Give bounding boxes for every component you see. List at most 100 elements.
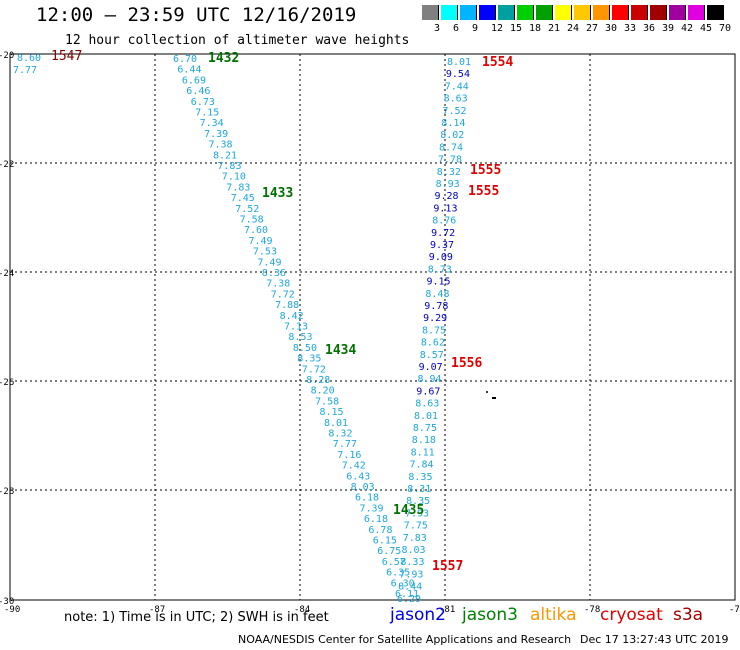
swh-value: 8.50: [293, 343, 317, 354]
swh-value: 8.42: [280, 311, 304, 322]
legend-label: 24: [567, 23, 580, 34]
swh-value: 8.63: [444, 94, 468, 105]
swh-value: 7.49: [257, 257, 281, 268]
swh-value: 7.75: [404, 521, 428, 532]
axis-tick-labels: -90 -87 -84 -81 -78 -75 -20 -22 -24 -26 -28 -30: [0, 51, 740, 615]
swh-value: 6.46: [186, 86, 210, 97]
swh-value: 7.77: [333, 439, 357, 450]
legend-label: 12: [491, 23, 504, 34]
legend-swatch: [593, 5, 610, 20]
legend-altika: altika: [530, 605, 577, 625]
swh-value: 9.28: [435, 191, 459, 202]
swh-value: 7.45: [231, 193, 255, 204]
swh-value: 8.44: [398, 582, 422, 593]
swh-value: 7.52: [443, 106, 467, 117]
swh-value: 8.35: [406, 496, 430, 507]
swh-value: 7.60: [244, 225, 268, 236]
time-label-1557: 1557: [432, 559, 463, 574]
swh-value: 8.15: [320, 407, 344, 418]
legend-swatch: [688, 5, 705, 20]
lon-tick-label: -75: [729, 605, 740, 615]
swh-value: 7.93: [405, 508, 429, 519]
swh-value: 8.03: [402, 545, 426, 556]
legend-label: (ft): [738, 23, 740, 34]
time-label-1554: 1554: [482, 55, 513, 70]
swh-value: 6.35: [386, 568, 410, 579]
swh-value: 8.48: [425, 289, 449, 300]
footer-note: note: 1) Time is in UTC; 2) SWH is in fe…: [64, 610, 329, 625]
map-subtitle: 12 hour collection of altimeter wave hei…: [65, 33, 410, 48]
lat-tick-label: -28: [0, 487, 14, 497]
legend-label: 9: [472, 23, 479, 34]
swh-value: 9.67: [416, 386, 440, 397]
swh-value: 8.32: [437, 167, 461, 178]
legend-swatch: [479, 5, 496, 20]
swh-value: 6.75: [377, 546, 401, 557]
legend-jason3: jason3: [462, 605, 518, 625]
lon-tick-label: -81: [439, 605, 455, 615]
swh-value: 7.52: [235, 204, 259, 215]
legend-label: 33: [624, 23, 637, 34]
swh-value: 9.09: [429, 252, 453, 263]
swh-value: 7.39: [204, 129, 228, 140]
swh-value: 7.38: [209, 140, 233, 151]
lat-tick-label: -24: [0, 269, 14, 279]
legend-swatch: [669, 5, 686, 20]
swh-value: 8.21: [213, 150, 237, 161]
swh-value: 8.74: [439, 142, 463, 153]
swh-value: 8.01: [414, 411, 438, 422]
swh-value: 7.49: [249, 236, 273, 247]
swh-value: 8.02: [440, 130, 464, 141]
legend-swatch: [707, 5, 724, 20]
time-label-1435: 1435: [393, 503, 424, 518]
legend-jason2: jason2: [390, 605, 446, 625]
swh-value: 9.07: [419, 362, 443, 373]
lon-tick-label: -84: [294, 605, 310, 615]
swh-value: 7.88: [275, 300, 299, 311]
lat-tick-label: -20: [0, 51, 14, 61]
swh-value: 8.75: [422, 325, 446, 336]
swh-value: 8.20: [311, 386, 335, 397]
swh-value: 8.03: [351, 482, 375, 493]
swh-value: 8.93: [436, 179, 460, 190]
swh-value: 7.39: [360, 503, 384, 514]
legend-swatch: [650, 5, 667, 20]
swh-value: 8.62: [421, 338, 445, 349]
lat-tick-label: -26: [0, 378, 14, 388]
swh-value: 7.78: [438, 155, 462, 166]
swh-value: 9.72: [431, 228, 455, 239]
swh-value: 8.14: [441, 118, 465, 129]
swh-value: 7.10: [222, 172, 246, 183]
lon-tick-label: -90: [4, 605, 20, 615]
swh-value: 7.58: [240, 215, 264, 226]
legend-swatch: [441, 5, 458, 20]
legend-swatch: [555, 5, 572, 20]
swh-value: 8.18: [412, 435, 436, 446]
time-label-1434: 1434: [325, 343, 356, 358]
swh-value: 8.36: [262, 268, 286, 279]
lat-tick-label: -22: [0, 160, 14, 170]
swh-value: 7.34: [200, 118, 224, 129]
map-frame: [9, 53, 736, 601]
swh-value: 6.73: [191, 97, 215, 108]
swh-value: 7.93: [399, 569, 423, 580]
swh-value: 9.29: [423, 313, 447, 324]
swh-value: 8.63: [415, 399, 439, 410]
legend-label: 6: [453, 23, 460, 34]
legend-cryosat: cryosat: [600, 605, 663, 625]
legend-swatch: [460, 5, 477, 20]
legend-swatch: [422, 5, 439, 20]
pass-time-labels: 1547 1432 1433 1434 1435 1554 1555 1555 …: [13, 49, 513, 574]
legend-label: 39: [662, 23, 675, 34]
swh-value: 8.11: [411, 447, 435, 458]
time-label-1547: 1547: [51, 49, 82, 64]
swh-value: 7.44: [445, 81, 469, 92]
swh-value: 7.83: [403, 533, 427, 544]
time-label-1555b: 1555: [468, 184, 499, 199]
swh-value: 7.83: [217, 161, 241, 172]
legend-label: 18: [529, 23, 542, 34]
time-label-1433: 1433: [262, 186, 293, 201]
swh-value: 9.78: [424, 301, 448, 312]
data-dot: [486, 391, 488, 393]
legend-swatch: [498, 5, 515, 20]
